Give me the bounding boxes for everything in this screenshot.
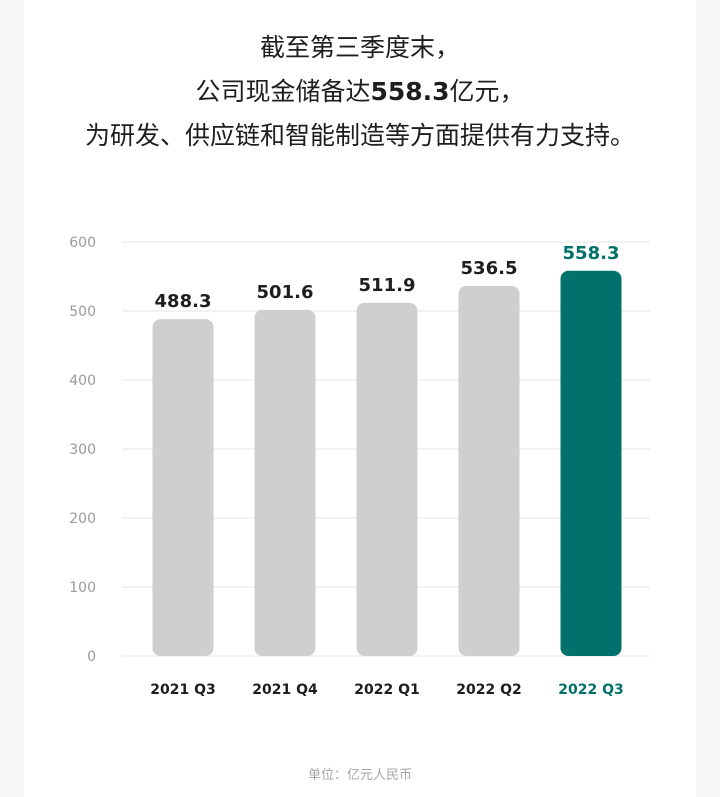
category-label-3: 2022 Q2 bbox=[456, 682, 521, 698]
value-label-2: 511.9 bbox=[359, 275, 416, 296]
unit-note: 单位：亿元人民币 bbox=[307, 768, 412, 783]
headline-line-2-before: 公司现金储备达 bbox=[195, 77, 371, 106]
bar-3 bbox=[458, 285, 520, 656]
headline-line-1: 截至第三季度末， bbox=[259, 33, 460, 62]
y-tick-label-300: 300 bbox=[69, 442, 96, 458]
value-label-4: 558.3 bbox=[563, 243, 620, 264]
y-tick-label-100: 100 bbox=[69, 580, 96, 596]
y-tick-label-0: 0 bbox=[87, 649, 96, 665]
value-label-1: 501.6 bbox=[257, 282, 314, 303]
category-label-1: 2021 Q4 bbox=[252, 682, 318, 698]
category-label-2: 2022 Q1 bbox=[354, 682, 419, 698]
y-tick-label-600: 600 bbox=[69, 235, 96, 251]
bar-1 bbox=[254, 309, 316, 656]
bar-2 bbox=[356, 302, 418, 656]
category-label-4: 2022 Q3 bbox=[558, 682, 623, 698]
y-tick-label-400: 400 bbox=[69, 373, 96, 389]
value-label-0: 488.3 bbox=[155, 291, 212, 312]
headline-line-2-after: 亿元， bbox=[449, 77, 525, 106]
headline-line-3: 为研发、供应链和智能制造等方面提供有力支持。 bbox=[84, 121, 635, 150]
y-tick-label-500: 500 bbox=[69, 304, 96, 320]
bar-4 bbox=[560, 270, 622, 656]
headline: 截至第三季度末， 公司现金储备达558.3亿元， 为研发、供应链和智能制造等方面… bbox=[0, 26, 720, 158]
bar-0 bbox=[152, 319, 214, 656]
headline-line-2: 公司现金储备达558.3亿元， bbox=[0, 70, 720, 114]
category-label-0: 2021 Q3 bbox=[150, 682, 215, 698]
bar-chart: 0 100 200 300 400 500 600 488.3 2021 Q3 501.6 2021… bbox=[69, 235, 650, 698]
value-label-3: 536.5 bbox=[461, 258, 518, 279]
headline-highlight-value: 558.3 bbox=[370, 77, 450, 106]
y-tick-label-200: 200 bbox=[69, 511, 96, 527]
